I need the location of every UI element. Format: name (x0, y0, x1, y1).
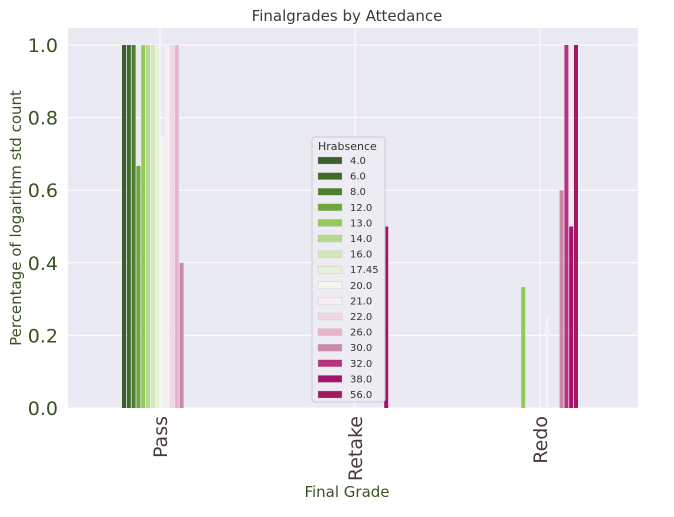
bar (155, 45, 160, 408)
bar (141, 45, 146, 408)
legend-label: 6.0 (350, 172, 366, 183)
legend-label: 4.0 (350, 156, 366, 167)
legend-label: 56.0 (350, 390, 372, 401)
legend-swatch (317, 172, 343, 180)
bar (179, 262, 184, 408)
legend-swatch (317, 312, 343, 321)
legend-swatch (317, 219, 343, 227)
y-tick-label: 0.6 (28, 180, 58, 202)
legend-swatch (317, 250, 343, 258)
legend-label: 30.0 (350, 343, 372, 354)
legend-swatch (317, 234, 343, 243)
bar (545, 317, 550, 408)
legend-swatch (317, 344, 343, 352)
legend-label: 38.0 (350, 374, 372, 385)
legend-label: 13.0 (350, 218, 372, 229)
bar (131, 45, 136, 408)
bar (136, 165, 141, 408)
legend-swatch (317, 328, 343, 336)
legend-swatch (317, 188, 343, 196)
bars (122, 45, 578, 408)
bar (564, 45, 569, 408)
bar (126, 45, 131, 408)
legend-label: 8.0 (350, 187, 366, 198)
bar (150, 45, 155, 408)
legend-swatch (317, 390, 343, 399)
legend-swatch (317, 297, 343, 305)
legend-swatch (317, 375, 343, 383)
legend-label: 20.0 (350, 281, 372, 292)
legend-swatch (317, 203, 343, 211)
x-tick-label: Pass (150, 416, 172, 458)
y-tick-label: 0.2 (28, 325, 58, 347)
bar (574, 45, 578, 408)
legend-swatch (317, 281, 343, 289)
x-tick-label: Redo (530, 416, 552, 464)
legend-label: 16.0 (350, 250, 372, 261)
bar (521, 287, 526, 408)
bar (165, 45, 170, 408)
legend-title: Hrabsence (318, 140, 377, 153)
y-tick-label: 0.4 (28, 253, 58, 275)
legend-swatch (317, 266, 343, 274)
x-tick-labels: Pass Retake Redo (150, 416, 552, 481)
legend-label: 22.0 (350, 312, 372, 323)
y-tick-label: 0.8 (28, 108, 58, 130)
legend-label: 21.0 (350, 296, 372, 307)
y-tick-labels: 0.0 0.2 0.4 0.6 0.8 1.0 (28, 35, 58, 420)
chart-title: Finalgrades by Attedance (252, 7, 443, 25)
y-tick-label: 0.0 (28, 398, 58, 420)
x-tick-label: Retake (345, 416, 367, 481)
legend-label: 26.0 (350, 328, 372, 339)
bar (569, 226, 574, 408)
bar (146, 45, 150, 408)
bar (384, 226, 389, 408)
x-axis-label: Final Grade (304, 483, 389, 501)
bar (160, 135, 165, 408)
legend-label: 17.45 (350, 265, 379, 276)
y-axis-label: Percentage of logarithm std count (7, 90, 25, 346)
legend-label: 32.0 (350, 359, 372, 370)
bar (174, 45, 179, 408)
legend-label: 14.0 (350, 234, 372, 245)
bar (559, 190, 564, 408)
legend-swatch (317, 156, 343, 165)
legend-swatch (317, 359, 343, 367)
bar (170, 45, 174, 408)
bar (122, 45, 126, 408)
y-tick-label: 1.0 (28, 35, 58, 57)
legend: Hrabsence 4.0 6.0 8.0 12.0 13.0 14.0 16.0 17.45… (311, 136, 386, 403)
legend-label: 12.0 (350, 203, 372, 214)
